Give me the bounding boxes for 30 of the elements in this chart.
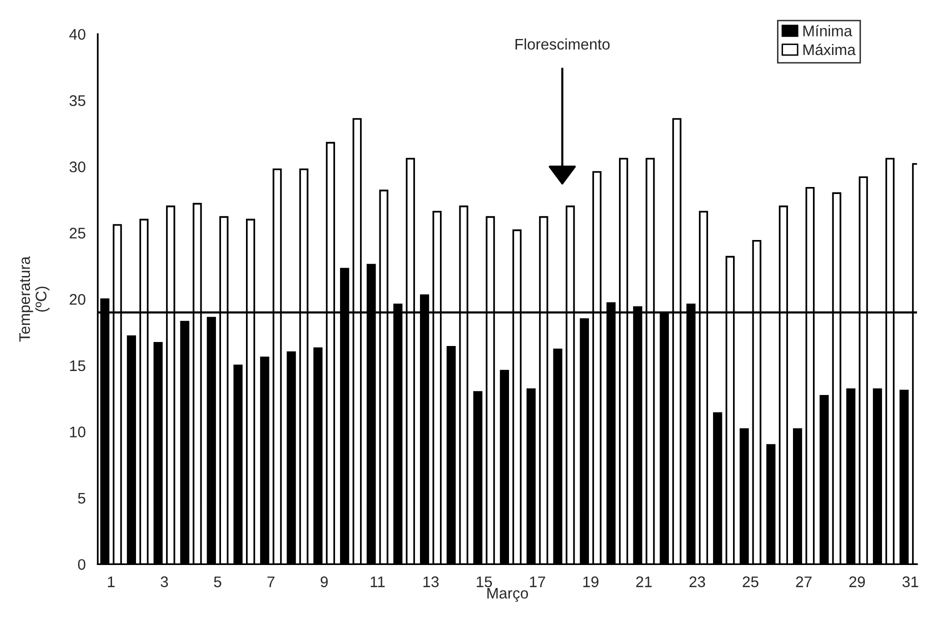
y-tick-label: 15 — [70, 360, 86, 372]
x-tick-label: 27 — [796, 576, 812, 588]
x-tick-label: 3 — [160, 576, 168, 588]
x-tick-label: 15 — [476, 576, 492, 588]
x-tick-label: 17 — [530, 576, 546, 588]
x-tick-label: 9 — [320, 576, 328, 588]
x-axis-title: Março — [487, 588, 528, 602]
y-tick-label: 10 — [70, 426, 86, 438]
legend-label: Mínima — [803, 24, 852, 36]
x-tick-label: 23 — [690, 576, 706, 588]
y-tick-label: 20 — [70, 294, 86, 305]
x-tick-label: 25 — [742, 576, 758, 588]
x-tick-label: 13 — [423, 576, 439, 588]
x-tick-label: 11 — [370, 576, 385, 588]
annotation: Florescimento — [516, 38, 610, 50]
x-tick-label: 29 — [849, 576, 865, 588]
y-tick-label: 0 — [78, 559, 86, 570]
x-tick-label: 1 — [108, 576, 115, 588]
x-tick-label: 21 — [636, 576, 652, 588]
x-tick-label: 5 — [214, 576, 222, 588]
legend-label: Máxima — [803, 44, 856, 56]
y-tick-label: 35 — [70, 95, 86, 106]
y-axis-title: Temperatura (ºC) — [19, 256, 50, 342]
y-tick-label: 30 — [70, 161, 86, 172]
x-tick-label: 7 — [267, 576, 274, 588]
x-tick-label: 19 — [583, 576, 598, 588]
y-tick-label: 40 — [69, 28, 86, 40]
y-tick-label: 25 — [70, 228, 86, 239]
y-tick-label: 5 — [78, 492, 86, 504]
x-tick-label: 31 — [902, 576, 918, 588]
